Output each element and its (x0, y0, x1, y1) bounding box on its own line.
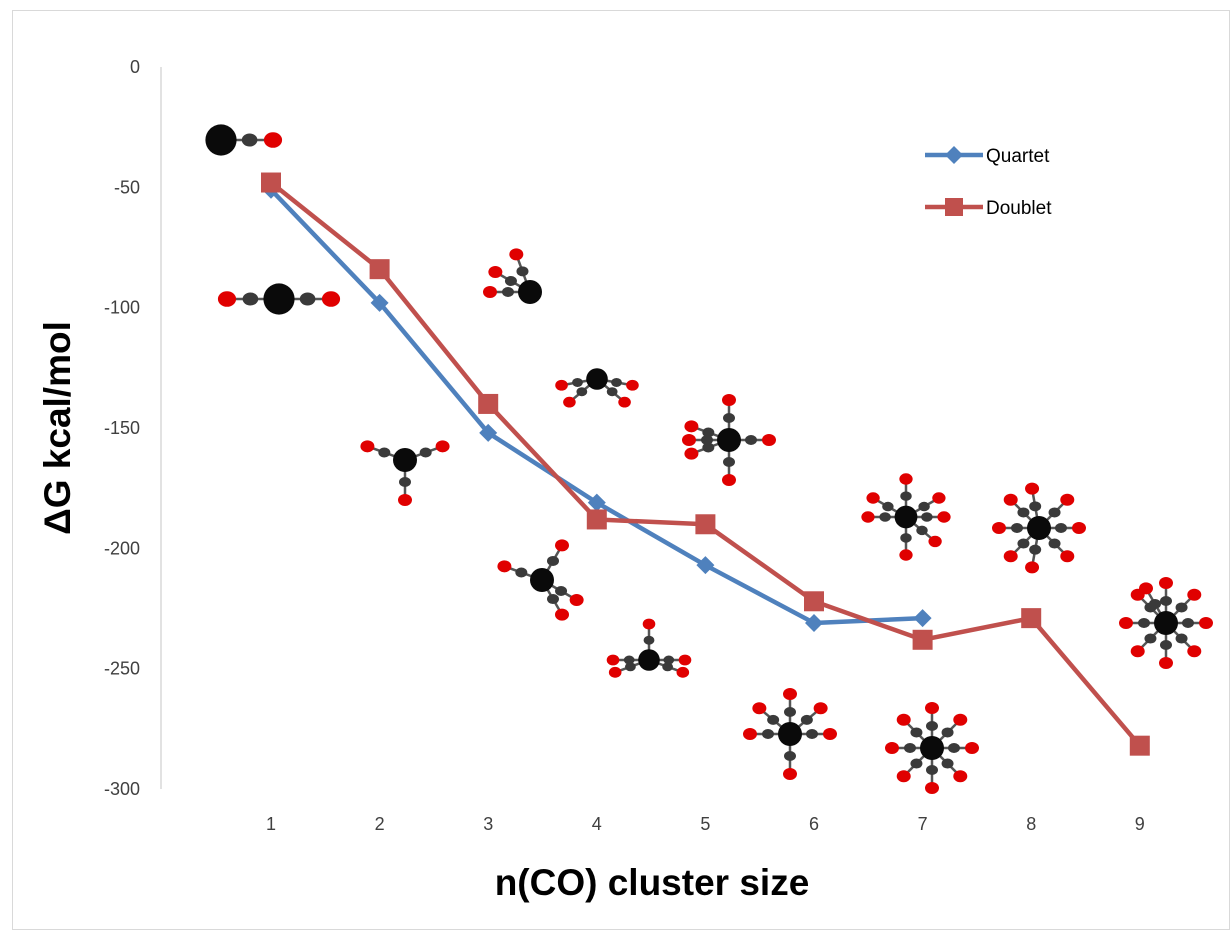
data-point-doublet (586, 509, 607, 530)
molecule-image (682, 394, 776, 486)
molecule-image (555, 368, 639, 408)
y-tick-label: -250 (104, 659, 140, 679)
data-point-doublet (478, 393, 499, 414)
x-tick-label: 8 (1026, 814, 1036, 834)
x-tick-label: 5 (700, 814, 710, 834)
molecule-illustrations (205, 124, 1213, 794)
series-line-quartet (269, 188, 923, 626)
molecule-image (861, 473, 951, 561)
data-point-quartet (696, 556, 715, 575)
molecule-image (992, 482, 1086, 574)
data-point-doublet (1021, 608, 1042, 629)
data-point-doublet (912, 629, 933, 650)
y-tick-labels: 0 -50 -100 -150 -200 -250 -300 (104, 57, 140, 799)
molecule-image (497, 539, 584, 621)
molecule-image (217, 283, 341, 315)
data-point-doublet (1129, 735, 1150, 756)
x-tick-label: 3 (483, 814, 493, 834)
x-tick-label: 9 (1135, 814, 1145, 834)
x-tick-label: 2 (375, 814, 385, 834)
legend-marker (945, 198, 963, 216)
series-group (261, 172, 1150, 756)
y-tick-label: -50 (114, 177, 140, 197)
molecule-image (1119, 577, 1213, 669)
data-point-quartet (587, 493, 606, 512)
x-tick-label: 1 (266, 814, 276, 834)
molecule-image (483, 248, 542, 304)
x-tick-labels: 1 2 3 4 5 6 7 8 9 (266, 814, 1145, 834)
legend: Quartet Doublet (925, 146, 1052, 219)
data-point-doublet (695, 514, 716, 535)
molecule-image (205, 124, 283, 156)
molecule-image (743, 688, 837, 780)
y-tick-label: 0 (130, 57, 140, 77)
legend-marker (945, 146, 963, 164)
legend-item-doublet: Doublet (925, 198, 1052, 219)
molecule-image (606, 618, 692, 678)
x-tick-label: 7 (918, 814, 928, 834)
x-axis-title: n(CO) cluster size (495, 862, 810, 903)
data-point-quartet (370, 293, 389, 312)
molecule-image (885, 702, 979, 794)
data-point-quartet (913, 609, 932, 628)
y-tick-label: -300 (104, 779, 140, 799)
legend-item-quartet: Quartet (925, 146, 1050, 167)
data-point-quartet (805, 613, 823, 632)
data-point-doublet (804, 591, 824, 612)
data-point-quartet (479, 423, 498, 442)
y-tick-label: -100 (104, 298, 140, 318)
molecule-image (360, 440, 450, 506)
chart-frame (12, 10, 1230, 930)
x-tick-label: 4 (592, 814, 602, 834)
data-point-doublet (261, 172, 281, 193)
x-tick-label: 6 (809, 814, 819, 834)
legend-label: Quartet (986, 146, 1050, 167)
data-point-doublet (369, 259, 390, 280)
y-tick-label: -150 (104, 418, 140, 438)
legend-label: Doublet (986, 198, 1052, 219)
y-axis-title: ΔG kcal/mol (37, 321, 78, 535)
y-tick-label: -200 (104, 538, 140, 558)
